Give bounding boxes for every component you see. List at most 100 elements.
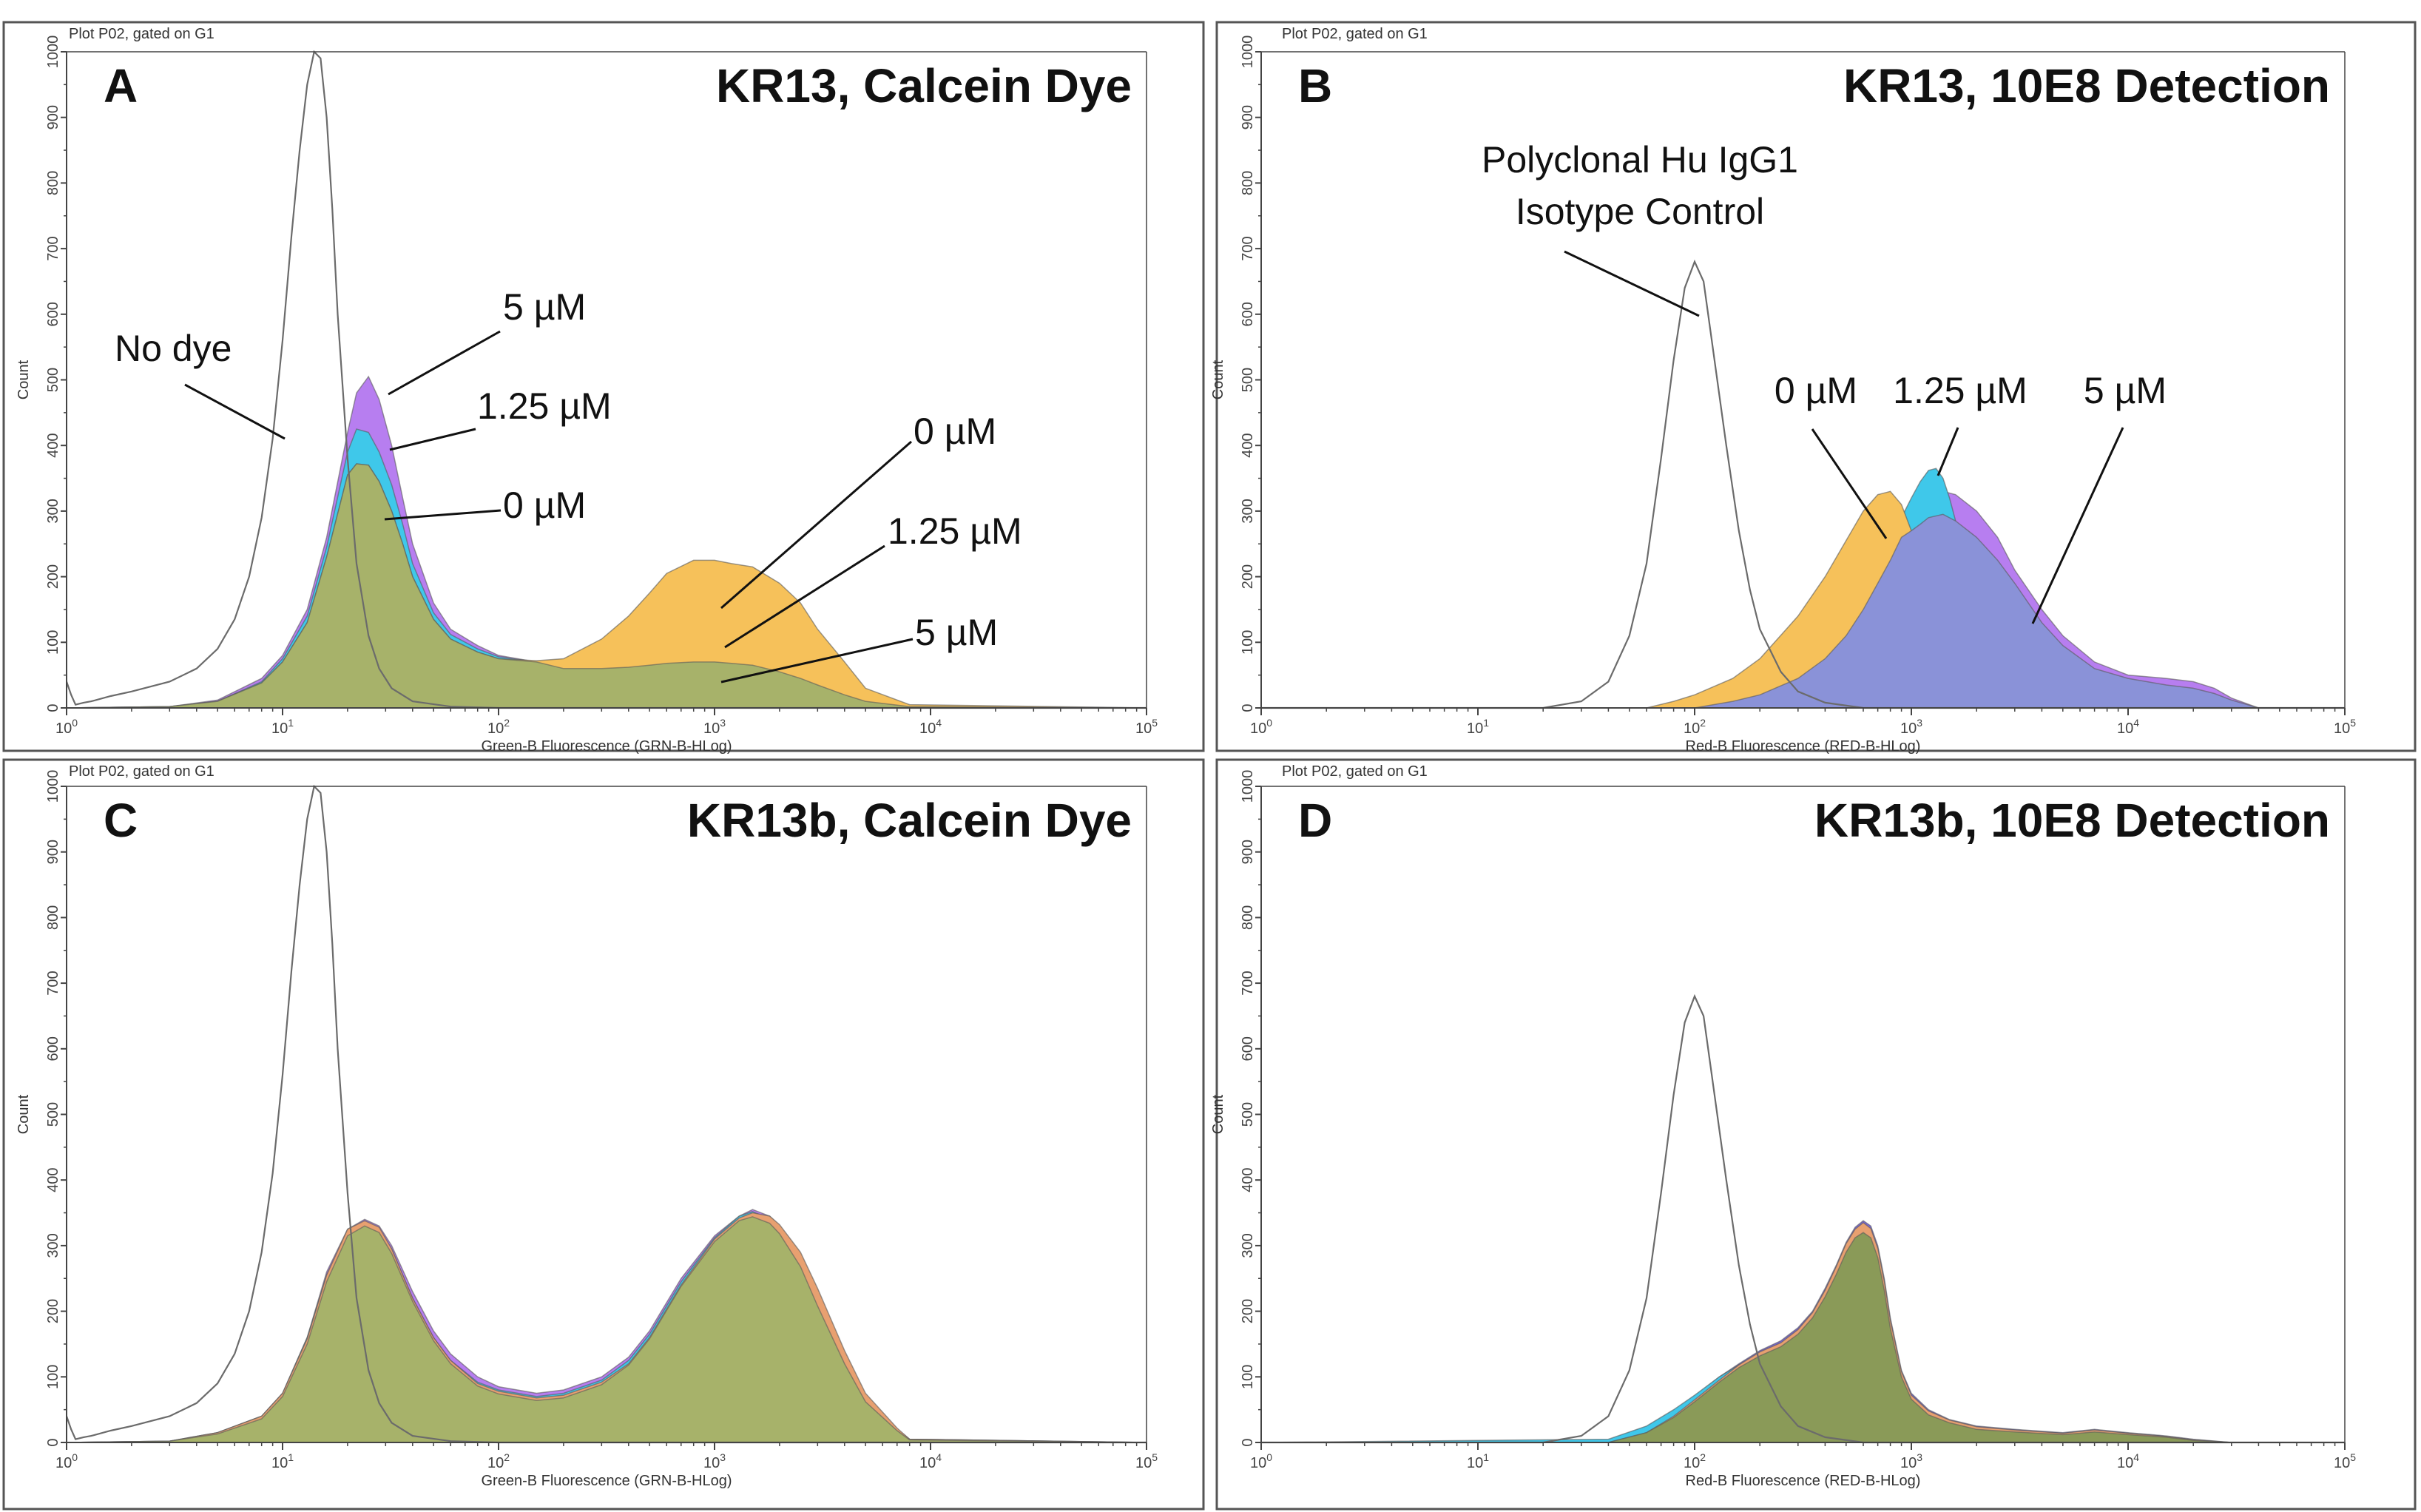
y-tick-label: 200 (45, 1299, 61, 1323)
y-tick-label: 500 (45, 368, 61, 392)
annotation-label: 0 µM (1775, 370, 1857, 411)
series-overlap (1261, 1232, 2345, 1443)
x-tick-base: 10 (55, 1455, 72, 1471)
x-tick-label: 104 (2117, 1451, 2139, 1471)
annotation-leader (184, 383, 286, 440)
annotation-leader (1937, 427, 1959, 476)
x-tick-exponent: 2 (1700, 717, 1706, 729)
x-tick-label: 101 (271, 717, 294, 737)
panel-header: Plot P02, gated on G1 (69, 763, 215, 780)
annotation-label: Polyclonal Hu IgG1 (1482, 139, 1798, 180)
series-overlap (66, 463, 1147, 709)
annotation-label: 5 µM (915, 612, 998, 653)
x-tick-base: 10 (1900, 1455, 1917, 1471)
annotation-leader (388, 330, 501, 396)
y-tick-label: 900 (1240, 840, 1256, 864)
panel-header: Plot P02, gated on G1 (69, 26, 215, 42)
x-tick-label: 104 (919, 1451, 942, 1471)
x-tick-label: 103 (1900, 717, 1922, 737)
x-axis-label: Green-B Fluorescence (GRN-B-HLog) (482, 1473, 732, 1489)
y-tick-label: 600 (1240, 1036, 1256, 1061)
x-tick-base: 10 (2334, 720, 2350, 737)
x-tick-label: 103 (703, 1451, 726, 1471)
x-tick-label: 103 (1900, 1451, 1922, 1471)
y-tick-label: 500 (45, 1102, 61, 1127)
x-tick-label: 101 (1467, 1451, 1489, 1471)
y-tick-label: 900 (45, 840, 61, 864)
x-tick-exponent: 5 (1152, 1451, 1158, 1463)
y-tick-label: 1000 (45, 770, 61, 803)
y-tick-label: 1000 (1240, 770, 1256, 803)
x-tick-label: 100 (55, 1451, 78, 1471)
x-tick-label: 101 (271, 1451, 294, 1471)
y-tick-label: 700 (1240, 971, 1256, 995)
x-tick-exponent: 1 (1483, 1451, 1489, 1463)
x-tick-label: 100 (55, 717, 78, 737)
x-tick-base: 10 (1135, 1455, 1152, 1471)
y-tick-label: 600 (45, 1036, 61, 1061)
x-axis-label: Green-B Fluorescence (GRN-B-HLog) (482, 738, 732, 755)
x-tick-base: 10 (1467, 1455, 1483, 1471)
x-tick-label: 105 (1135, 717, 1158, 737)
y-tick-label: 0 (1240, 1438, 1256, 1446)
x-tick-label: 104 (2117, 717, 2139, 737)
y-tick-label: 0 (45, 703, 61, 712)
x-tick-exponent: 0 (1266, 717, 1272, 729)
x-tick-exponent: 5 (2350, 1451, 2356, 1463)
x-tick-exponent: 1 (288, 717, 294, 729)
x-tick-base: 10 (1467, 720, 1483, 737)
annotation-leader (2031, 427, 2124, 624)
y-tick-label: 300 (45, 499, 61, 523)
annotation-label: 1.25 µM (477, 385, 612, 427)
y-axis-label: Count (16, 1094, 32, 1134)
y-axis-label: Count (1210, 360, 1226, 399)
x-tick-exponent: 3 (1917, 1451, 1922, 1463)
y-axis-label: Count (16, 360, 32, 399)
y-tick-label: 900 (45, 105, 61, 129)
y-tick-label: 200 (1240, 1299, 1256, 1323)
y-tick-label: 300 (1240, 1233, 1256, 1258)
y-tick-label: 600 (1240, 302, 1256, 326)
x-tick-exponent: 4 (2133, 717, 2139, 729)
x-tick-base: 10 (487, 1455, 504, 1471)
y-tick-label: 800 (45, 905, 61, 930)
panel-title: KR13b, 10E8 Detection (1814, 794, 2330, 847)
x-tick-exponent: 5 (2350, 717, 2356, 729)
x-tick-base: 10 (271, 720, 288, 737)
annotation-label: 0 µM (914, 411, 996, 452)
panel-title: KR13, Calcein Dye (716, 59, 1132, 112)
x-tick-exponent: 3 (720, 1451, 726, 1463)
x-tick-base: 10 (271, 1455, 288, 1471)
y-tick-label: 100 (1240, 630, 1256, 655)
series-overlap (1261, 513, 2345, 709)
annotation-label: No dye (115, 328, 232, 369)
annotation-label: Isotype Control (1516, 191, 1764, 232)
x-tick-exponent: 4 (936, 717, 942, 729)
y-tick-label: 400 (45, 1168, 61, 1192)
x-tick-base: 10 (1250, 720, 1266, 737)
series-overlap (66, 1216, 1147, 1443)
x-tick-exponent: 2 (1700, 1451, 1706, 1463)
panel-header: Plot P02, gated on G1 (1282, 763, 1428, 780)
y-tick-label: 500 (1240, 368, 1256, 392)
panel-c: Plot P02, gated on G10100200300400500600… (2, 758, 1205, 1511)
panel-letter: D (1298, 794, 1332, 847)
annotation-leader (389, 428, 476, 451)
x-tick-exponent: 0 (72, 1451, 78, 1463)
y-tick-label: 400 (1240, 1168, 1256, 1192)
panel-letter: B (1298, 59, 1332, 112)
y-tick-label: 0 (1240, 703, 1256, 712)
x-tick-base: 10 (919, 720, 936, 737)
series-outline-no-dye (65, 50, 1147, 709)
x-tick-exponent: 3 (720, 717, 726, 729)
annotation-leader (384, 509, 502, 521)
y-tick-label: 1000 (1240, 36, 1256, 69)
y-tick-label: 200 (45, 564, 61, 589)
annotation-leader (1564, 250, 1700, 317)
x-tick-base: 10 (2334, 1455, 2350, 1471)
y-tick-label: 1000 (45, 36, 61, 69)
x-tick-base: 10 (1900, 720, 1917, 737)
x-tick-label: 100 (1250, 1451, 1272, 1471)
x-axis-label: Red-B Fluorescence (RED-B-HLog) (1686, 738, 1921, 755)
